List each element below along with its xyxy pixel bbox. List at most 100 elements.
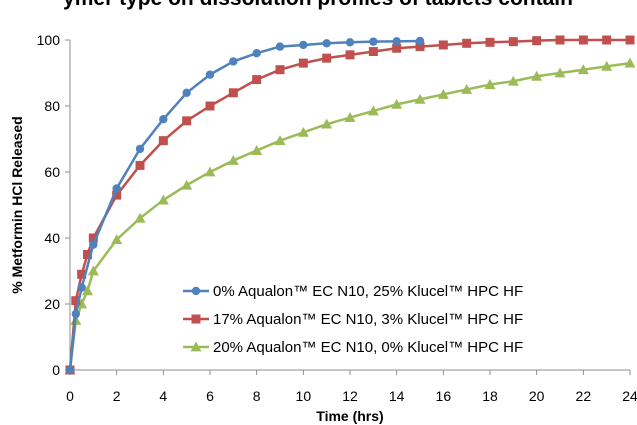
data-point xyxy=(82,285,93,296)
y-axis-label: % Metformin HCl Released xyxy=(9,116,25,293)
data-point xyxy=(182,88,191,98)
data-point xyxy=(181,179,193,190)
data-point xyxy=(392,43,402,53)
data-point xyxy=(89,240,98,249)
data-point xyxy=(274,135,286,146)
x-tick-label: 8 xyxy=(253,388,261,404)
data-point xyxy=(322,39,331,48)
data-point xyxy=(65,365,75,375)
y-tick-label: 80 xyxy=(44,98,60,114)
y-tick-label: 40 xyxy=(44,230,60,246)
data-point xyxy=(367,105,379,116)
x-tick-label: 14 xyxy=(389,388,405,404)
data-point xyxy=(252,75,262,85)
series-line xyxy=(68,61,631,371)
data-point xyxy=(344,112,356,122)
legend-label: 20% Aqualon™ EC N10, 0% Klucel™ HPC HF xyxy=(213,339,523,356)
data-point xyxy=(88,233,98,243)
data-point xyxy=(368,47,378,57)
data-point xyxy=(601,60,613,71)
data-point xyxy=(111,234,123,245)
x-axis-label: Time (hrs) xyxy=(316,408,383,424)
data-point xyxy=(298,58,308,68)
series-layer xyxy=(64,35,636,375)
y-ticks: 0 20 40 60 80 100 xyxy=(37,32,70,378)
legend-label: 0% Aqualon™ EC N10, 25% Klucel™ HPC HF xyxy=(213,283,523,300)
legend-swatch-marker xyxy=(191,314,201,324)
data-point xyxy=(484,79,496,89)
data-point xyxy=(229,57,238,66)
data-point xyxy=(578,35,588,45)
data-point xyxy=(438,40,448,50)
data-point xyxy=(182,116,192,126)
data-point xyxy=(461,84,473,94)
data-point xyxy=(135,160,145,170)
data-point xyxy=(275,42,285,51)
x-tick-label: 16 xyxy=(436,388,452,404)
data-point xyxy=(369,37,378,46)
data-point xyxy=(345,38,355,47)
data-point xyxy=(485,37,495,47)
data-point xyxy=(297,126,309,137)
legend-label: 17% Aqualon™ EC N10, 3% Klucel™ HPC HF xyxy=(213,311,523,328)
legend-item: 20% Aqualon™ EC N10, 0% Klucel™ HPC HF xyxy=(183,339,523,356)
x-tick-label: 12 xyxy=(342,388,358,404)
data-point xyxy=(159,115,168,124)
data-point xyxy=(299,40,308,50)
data-point xyxy=(87,265,99,276)
x-tick-label: 18 xyxy=(482,388,498,404)
data-point xyxy=(555,35,565,45)
series-1 xyxy=(65,36,425,375)
legend-item: 17% Aqualon™ EC N10, 3% Klucel™ HPC HF xyxy=(183,311,523,328)
data-point xyxy=(577,64,589,75)
data-point xyxy=(205,70,215,79)
y-tick-label: 60 xyxy=(44,164,60,180)
data-point xyxy=(77,283,86,292)
data-point xyxy=(112,184,121,193)
legend-item: 0% Aqualon™ EC N10, 25% Klucel™ HPC HF xyxy=(183,283,523,300)
data-point xyxy=(228,88,238,98)
data-point xyxy=(602,35,612,45)
data-point xyxy=(345,50,355,60)
data-point xyxy=(625,35,635,45)
data-point xyxy=(321,118,333,129)
y-tick-label: 100 xyxy=(37,32,61,48)
data-point xyxy=(251,145,263,155)
data-point xyxy=(134,212,146,223)
data-point xyxy=(157,194,169,205)
x-tick-label: 2 xyxy=(113,388,121,404)
data-point xyxy=(462,38,472,48)
data-point xyxy=(322,53,332,63)
data-point xyxy=(71,309,81,319)
data-point xyxy=(414,93,426,104)
data-point xyxy=(391,98,403,109)
data-point xyxy=(392,37,401,46)
x-tick-label: 4 xyxy=(159,388,167,404)
data-point xyxy=(205,101,215,111)
data-point xyxy=(437,88,449,99)
x-tick-label: 10 xyxy=(296,388,312,404)
legend: 0% Aqualon™ EC N10, 25% Klucel™ HPC HF 17… xyxy=(183,283,523,356)
data-point xyxy=(158,136,168,146)
x-ticks: 0 2 4 6 8 10 12 14 16 18 20 22 24 xyxy=(66,370,637,404)
data-point xyxy=(252,49,261,58)
data-point xyxy=(76,298,88,309)
chart-title: ymer type on dissolution profiles of tab… xyxy=(63,0,573,10)
x-tick-label: 24 xyxy=(622,388,637,404)
data-point xyxy=(554,67,566,78)
data-point xyxy=(71,296,81,306)
data-point xyxy=(531,70,543,81)
data-point xyxy=(135,144,145,154)
data-point xyxy=(227,154,239,165)
data-point xyxy=(415,42,425,52)
legend-swatch-marker xyxy=(190,341,202,352)
legend-swatch-marker xyxy=(191,286,201,296)
y-tick-label: 0 xyxy=(52,362,60,378)
data-point xyxy=(112,190,122,200)
x-tick-label: 22 xyxy=(576,388,592,404)
data-point xyxy=(415,36,425,46)
data-point xyxy=(624,57,636,68)
data-point xyxy=(275,65,285,75)
data-point xyxy=(204,166,216,177)
